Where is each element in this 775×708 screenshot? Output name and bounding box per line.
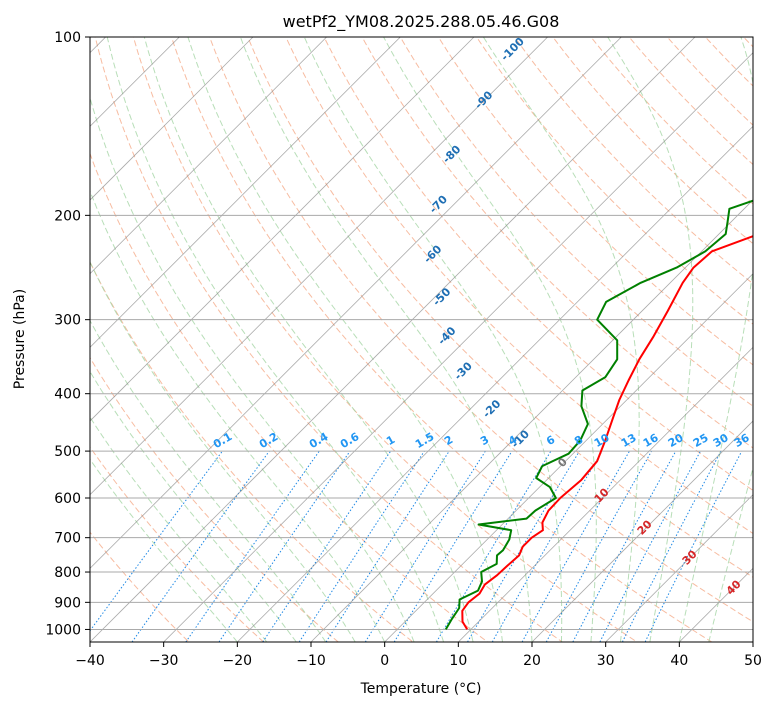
mixing-ratio-line [572,450,677,642]
y-axis-title: Pressure (hPa) [12,289,28,389]
dry-adiabat [209,37,753,623]
moist-adiabat [187,37,503,642]
dry-adiabat [361,37,753,449]
moist-adiabat [90,370,297,642]
dry-adiabat [90,356,339,642]
dry-adiabat [399,37,753,407]
moist-adiabat [239,37,533,642]
y-tick-label: 100 [54,30,81,46]
isotherm [458,346,753,642]
dry-adiabat [90,260,414,642]
mixing-ratio-line [325,450,450,642]
x-axis: −40 −30 −20 −10 0 10 20 30 40 50 [75,642,762,669]
moist-adiabat [607,37,694,642]
plot-area [90,37,753,642]
x-tick-label: 20 [523,653,541,669]
isotherm [531,420,753,642]
moist-adiabat [90,416,268,642]
moist-adiabat [90,260,356,642]
y-tick-label: 1000 [45,622,81,638]
x-tick-label: 10 [449,653,467,669]
isotherm [384,273,753,642]
dry-adiabat [171,37,713,642]
x-tick-label: 50 [744,653,762,669]
mixing-ratio-line [393,450,513,642]
sounding-lines [444,199,753,630]
x-axis-title: Temperature (°C) [360,681,482,697]
moist-adiabat [106,37,445,642]
dry-adiabat [514,37,753,285]
mixing-ratio-line [262,450,392,642]
x-tick-label: 40 [670,653,688,669]
dry-adiabat [90,446,265,642]
y-axis: 100 200 300 400 500 600 700 800 900 1000 [45,30,90,638]
dry-adiabat [94,37,564,642]
mixing-ratio-line [621,450,722,642]
plot-frame [89,36,754,643]
dewpoint-line [444,199,753,630]
mixing-ratio-line [644,450,743,642]
isotherm [90,37,254,201]
gridlines [90,37,753,642]
mixing-ratio-line [298,450,425,642]
isotherm [90,37,475,422]
x-tick-label: −30 [149,653,179,669]
x-tick-label: 0 [380,653,389,669]
mixing-ratio-line [90,450,223,632]
moist-adiabat [90,189,386,642]
y-tick-label: 300 [54,313,81,329]
mixing-ratio-line [545,450,653,642]
dry-adiabat [90,152,489,642]
isotherm [90,37,548,496]
dry-adiabat [475,37,753,325]
mixing-ratio-line [599,450,701,642]
mixing-ratio-line [521,450,630,642]
y-tick-label: 800 [54,565,81,581]
dry-adiabat [247,37,753,578]
y-tick-label: 500 [54,444,81,460]
moist-adiabat [303,37,563,642]
mixing-ratio-line [435,450,552,642]
isotherm [90,37,327,275]
isotherm [90,37,401,348]
dry-adiabat [437,37,753,366]
mixing-ratio-line [364,450,486,642]
background-lines [90,37,753,642]
isotherm [605,494,753,642]
y-tick-label: 700 [54,531,81,547]
isotherm [90,37,696,642]
dry-adiabat [132,37,638,642]
chart-title: wetPf2_YM08.2025.288.05.46.G08 [283,12,560,32]
mixing-ratio-line [185,450,320,642]
isotherm [90,37,622,569]
y-tick-label: 600 [54,491,81,507]
isotherm [237,125,753,642]
moist-adiabat [482,37,640,642]
x-tick-label: −20 [223,653,253,669]
x-tick-label: 30 [597,653,615,669]
dry-adiabat [285,37,753,535]
temperature-line [461,235,753,630]
mixing-ratio-line [218,450,351,642]
dry-adiabat [590,37,753,205]
dry-adiabat [323,37,753,491]
y-tick-label: 900 [54,595,81,611]
moist-adiabat [383,37,597,642]
x-tick-label: −40 [75,653,105,669]
moist-adiabat [678,37,753,642]
y-tick-label: 200 [54,208,81,224]
dry-adiabat [628,37,753,166]
mixing-ratio-line [131,450,270,642]
moist-adiabat [143,37,474,642]
x-tick-label: −10 [296,653,326,669]
y-tick-label: 400 [54,387,81,403]
isotherm [163,52,753,642]
moist-adiabat [90,458,238,642]
isotherm [310,199,753,642]
